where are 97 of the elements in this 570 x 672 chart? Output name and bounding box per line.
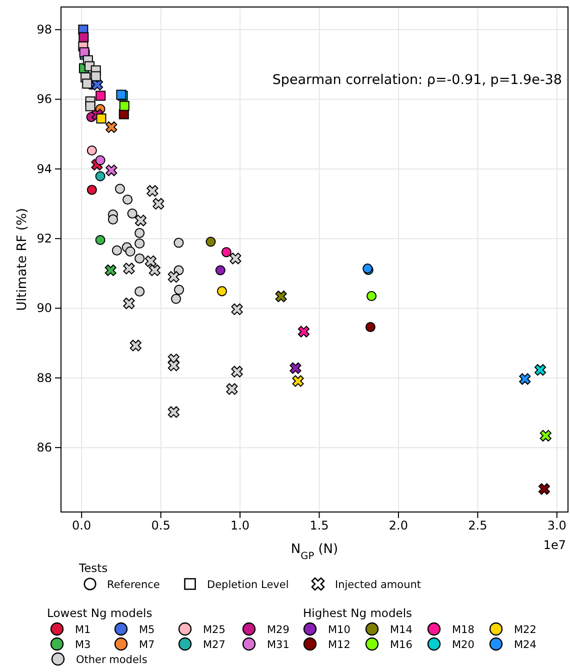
point (134, 214, 146, 226)
legend-label: M29 (267, 624, 290, 636)
point (123, 262, 135, 274)
text: Reference (107, 579, 160, 591)
point (148, 264, 160, 276)
point (168, 360, 180, 372)
point (114, 184, 125, 194)
legend-label: M27 (203, 639, 226, 651)
point (119, 100, 130, 111)
point (231, 366, 243, 378)
legend-label: M25 (203, 624, 226, 636)
point (152, 198, 164, 210)
point (123, 298, 135, 310)
x-tick-label: 1.5 (310, 518, 329, 533)
point (78, 32, 89, 42)
point (104, 264, 116, 276)
x-tick-label: 0.0 (72, 518, 92, 533)
point (538, 483, 550, 495)
point (146, 185, 158, 197)
point (168, 406, 180, 418)
text: Injected amount (335, 579, 421, 591)
point (108, 214, 118, 224)
point (275, 290, 287, 302)
point (112, 245, 122, 256)
text: Depletion Level (207, 579, 289, 591)
point (174, 284, 184, 295)
y-tick-label: 94 (36, 162, 52, 176)
point (534, 364, 546, 376)
text: 1e7 (543, 538, 566, 552)
point (171, 294, 182, 304)
y-tick-label: 90 (36, 301, 52, 316)
point (96, 113, 106, 124)
point (134, 286, 145, 297)
x-tick-label: 2.5 (468, 518, 488, 533)
point (168, 271, 180, 283)
point (519, 373, 531, 385)
point (366, 291, 377, 302)
point (130, 340, 142, 352)
legend-label: M5 (139, 624, 155, 636)
legend-label: M1 (75, 624, 91, 636)
point (215, 265, 226, 276)
y-tick-label: 86 (36, 440, 52, 454)
point (127, 208, 138, 219)
point (174, 238, 184, 248)
legend-label: M24 (514, 639, 537, 651)
legend-label: M22 (514, 624, 536, 636)
point (292, 375, 304, 387)
point (144, 255, 156, 268)
y-tick-label: 96 (36, 92, 52, 106)
point (290, 362, 302, 374)
legend-label: M16 (390, 639, 413, 651)
x-tick-label: 1.0 (230, 518, 250, 533)
point (226, 383, 238, 395)
annotation: Spearman correlation: ρ=-0.91, p=1.9e-38 (272, 72, 562, 88)
x-axis-title: N$_{GP}$ (N) (290, 542, 338, 562)
point (206, 236, 216, 247)
legend-label: Other models (76, 654, 148, 666)
y-tick-label: 98 (36, 22, 52, 36)
x-tick-label: 3.0 (547, 518, 566, 533)
text: Lowest Ng models (47, 606, 152, 620)
point (95, 171, 106, 182)
point (106, 164, 118, 176)
legend-label: M14 (390, 624, 413, 636)
point (122, 194, 133, 205)
point (230, 252, 242, 264)
y-tick-label: 88 (36, 370, 52, 385)
y-axis-title: Ultimate RF (%) (15, 208, 30, 311)
point (86, 145, 97, 156)
point (125, 246, 136, 256)
point (216, 286, 227, 296)
legend-label: M20 (452, 639, 474, 651)
point (365, 322, 376, 332)
point (95, 234, 106, 245)
legend-label: M7 (139, 639, 155, 651)
point (298, 326, 310, 338)
legend-label: M18 (452, 624, 474, 636)
point (96, 90, 106, 101)
point (90, 71, 101, 82)
legend-label: M10 (328, 624, 350, 636)
point (85, 101, 96, 112)
text: Tests (78, 561, 108, 575)
point (231, 304, 243, 316)
text: Highest Ng models (303, 606, 412, 620)
point (221, 247, 232, 258)
legend-label: M31 (267, 639, 290, 651)
point (134, 228, 145, 238)
legend-label: M12 (328, 639, 350, 651)
y-tick-label: 92 (36, 231, 52, 246)
x-tick-label: 0.5 (151, 518, 170, 533)
legend-label: M3 (75, 639, 91, 651)
point (134, 238, 145, 248)
point (134, 253, 145, 264)
point (95, 155, 106, 166)
point (86, 184, 97, 195)
point (540, 430, 552, 442)
x-tick-label: 2.0 (388, 518, 408, 533)
point (106, 121, 118, 133)
